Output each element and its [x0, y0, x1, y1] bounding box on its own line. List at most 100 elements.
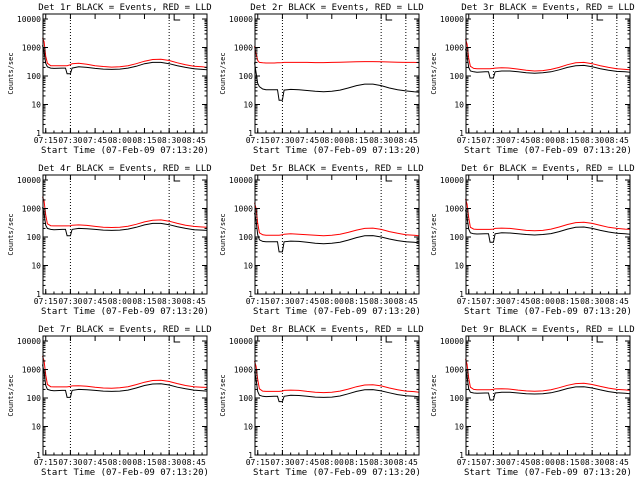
y-axis-label: Counts/sec	[430, 213, 438, 255]
y-tick-label: 10000	[17, 176, 41, 185]
x-tick-label: 08:45	[394, 297, 418, 306]
lld-series-line	[42, 355, 208, 389]
x-tick-label: 08:00	[320, 297, 344, 306]
events-series-line	[465, 369, 631, 401]
y-tick-label: 1000	[234, 366, 253, 375]
y-tick-label: 1	[36, 129, 41, 138]
x-tick-label: 08:00	[320, 458, 344, 467]
x-tick-label: 08:45	[182, 297, 206, 306]
x-tick-label: 08:30	[157, 297, 181, 306]
bracket-marker	[385, 175, 393, 182]
x-tick-label: 08:30	[369, 458, 393, 467]
y-tick-label: 100	[27, 233, 42, 242]
y-tick-label: 10000	[229, 15, 253, 24]
y-tick-label: 10000	[17, 337, 41, 346]
y-tick-label: 100	[27, 394, 42, 403]
events-series-line	[42, 364, 208, 398]
x-tick-label: 07:45	[83, 297, 107, 306]
x-tick-label: 07:45	[506, 297, 530, 306]
y-tick-label: 100	[450, 72, 465, 81]
y-tick-label: 1000	[445, 205, 464, 214]
y-tick-label: 10	[454, 423, 464, 432]
y-axis-label: Counts/sec	[7, 52, 15, 94]
chart-title: Det 4r BLACK = Events, RED = LLD	[38, 164, 211, 174]
x-tick-label: 08:30	[157, 136, 181, 145]
y-tick-label: 100	[239, 394, 254, 403]
chart-title: Det 9r BLACK = Events, RED = LLD	[461, 325, 634, 335]
x-tick-label: 08:00	[531, 297, 555, 306]
x-tick-label: 08:45	[605, 458, 629, 467]
y-tick-label: 1	[248, 129, 253, 138]
y-tick-label: 1	[36, 451, 41, 460]
chart-panel: Det 6r BLACK = Events, RED = LLD 1 10 100 10…	[430, 164, 635, 317]
y-tick-label: 10	[31, 101, 41, 110]
bracket-marker	[596, 14, 604, 21]
lld-series-line	[465, 198, 631, 232]
x-tick-label: 08:30	[580, 297, 604, 306]
y-axis-label: Counts/sec	[7, 213, 15, 255]
x-axis-label: Start Time (07-Feb-09 07:13:20)	[464, 307, 632, 317]
plot-frame	[42, 174, 208, 295]
x-tick-label: 07:15	[246, 136, 270, 145]
plot-frame	[42, 13, 208, 134]
chart-title: Det 2r BLACK = Events, RED = LLD	[250, 3, 423, 13]
x-axis-label: Start Time (07-Feb-09 07:13:20)	[41, 307, 209, 317]
lld-series-line	[254, 202, 420, 237]
x-tick-label: 07:15	[246, 297, 270, 306]
x-axis-label: Start Time (07-Feb-09 07:13:20)	[41, 468, 209, 478]
x-tick-label: 07:45	[506, 458, 530, 467]
x-tick-label: 08:30	[369, 297, 393, 306]
y-tick-label: 10000	[229, 337, 253, 346]
x-axis-label: Start Time (07-Feb-09 07:13:20)	[253, 307, 421, 317]
chart-panel: Det 2r BLACK = Events, RED = LLD 1 10 100 10…	[219, 3, 424, 156]
x-tick-label: 08:15	[344, 136, 368, 145]
y-axis-label: Counts/sec	[219, 52, 227, 94]
x-tick-label: 08:15	[132, 297, 156, 306]
chart-panel: Det 7r BLACK = Events, RED = LLD 1 10 100 10…	[7, 325, 212, 478]
y-tick-label: 1000	[234, 44, 253, 53]
x-axis-label: Start Time (07-Feb-09 07:13:20)	[464, 468, 632, 478]
y-tick-label: 10	[454, 101, 464, 110]
y-tick-label: 10	[454, 262, 464, 271]
x-tick-label: 07:45	[506, 136, 530, 145]
x-tick-label: 08:30	[369, 136, 393, 145]
x-tick-label: 08:45	[394, 136, 418, 145]
events-series-line	[254, 62, 420, 101]
x-tick-label: 07:15	[457, 297, 481, 306]
y-tick-label: 1	[459, 290, 464, 299]
x-axis-label: Start Time (07-Feb-09 07:13:20)	[253, 146, 421, 156]
events-series-line	[465, 48, 631, 79]
chart-title: Det 7r BLACK = Events, RED = LLD	[38, 325, 211, 335]
y-tick-label: 1000	[22, 44, 41, 53]
x-tick-label: 08:15	[344, 458, 368, 467]
chart-panel: Det 5r BLACK = Events, RED = LLD 1 10 100 10…	[219, 164, 424, 317]
y-tick-label: 10000	[229, 176, 253, 185]
x-tick-label: 08:30	[580, 136, 604, 145]
bracket-marker	[385, 14, 393, 21]
y-tick-label: 1000	[445, 44, 464, 53]
x-tick-label: 07:30	[58, 458, 82, 467]
y-tick-label: 10	[243, 262, 253, 271]
y-axis-label: Counts/sec	[219, 213, 227, 255]
x-tick-label: 08:15	[132, 136, 156, 145]
x-tick-label: 07:45	[295, 297, 319, 306]
y-tick-label: 1	[248, 451, 253, 460]
lld-series-line	[465, 358, 631, 392]
chart-panel: Det 4r BLACK = Events, RED = LLD 1 10 100 10…	[7, 164, 212, 317]
y-tick-label: 10	[243, 423, 253, 432]
bracket-marker	[173, 336, 181, 343]
plot-frame	[465, 174, 631, 295]
y-tick-label: 1000	[22, 366, 41, 375]
y-tick-label: 1	[36, 290, 41, 299]
y-tick-label: 10	[31, 262, 41, 271]
plot-frame	[254, 335, 420, 456]
plot-frame	[465, 335, 631, 456]
plot-frame	[254, 174, 420, 295]
x-tick-label: 07:45	[83, 136, 107, 145]
x-tick-label: 08:00	[108, 458, 132, 467]
events-series-line	[254, 371, 420, 403]
lld-series-line	[42, 37, 208, 68]
x-tick-label: 07:30	[58, 136, 82, 145]
y-tick-label: 1	[248, 290, 253, 299]
